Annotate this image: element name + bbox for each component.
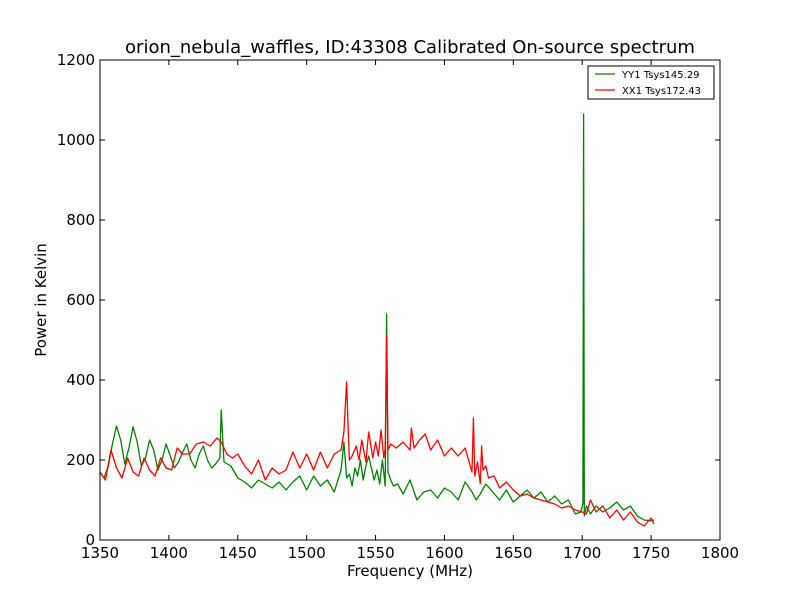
y-tick-label: 800 <box>66 211 95 229</box>
x-tick-label: 1500 <box>288 544 326 562</box>
x-tick-label: 1750 <box>632 544 670 562</box>
x-tick-label: 1550 <box>356 544 394 562</box>
x-axis-ticks: 1350 1400 1450 1500 1550 1600 1650 1700 1750 1800 <box>81 60 739 562</box>
legend: YY1 Tsys145.29 XX1 Tsys172.43 <box>587 65 715 100</box>
legend-box <box>587 65 715 100</box>
y-axis-ticks: 0 200 400 600 800 1000 1200 <box>57 51 720 549</box>
x-axis-label: Frequency (MHz) <box>347 562 473 580</box>
x-tick-label: 1400 <box>150 544 188 562</box>
y-tick-label: 200 <box>66 451 95 469</box>
y-tick-label: 600 <box>66 291 95 309</box>
y-tick-label: 400 <box>66 371 95 389</box>
x-tick-label: 1600 <box>425 544 463 562</box>
x-tick-label: 1700 <box>563 544 601 562</box>
x-tick-label: 1800 <box>701 544 739 562</box>
chart-title: orion_nebula_waffles, ID:43308 Calibrate… <box>125 37 695 58</box>
series-line-1 <box>99 113 655 522</box>
legend-label-1: YY1 Tsys145.29 <box>621 70 700 81</box>
y-axis-label: Power in Kelvin <box>32 243 50 357</box>
x-tick-label: 1350 <box>81 544 119 562</box>
series-line-2 <box>99 335 655 527</box>
y-tick-label: 1000 <box>57 131 95 149</box>
y-tick-label: 1200 <box>57 51 95 69</box>
x-tick-label: 1650 <box>494 544 532 562</box>
x-tick-label: 1450 <box>219 544 257 562</box>
series-layer <box>99 113 655 527</box>
legend-label-2: XX1 Tsys172.43 <box>622 86 701 97</box>
y-tick-label: 0 <box>85 531 95 549</box>
